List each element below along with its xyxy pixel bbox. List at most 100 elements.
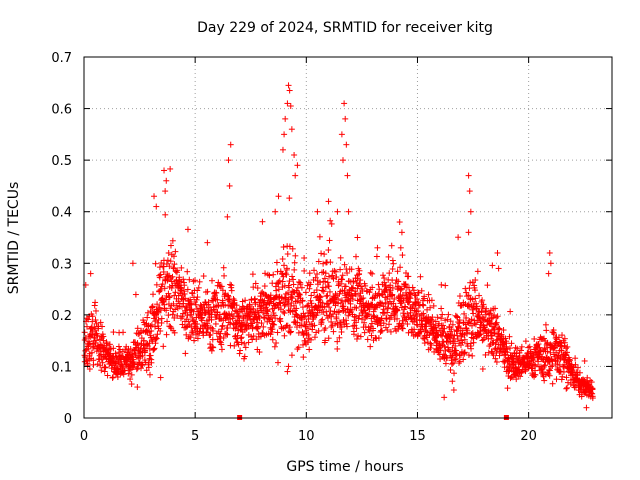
data-point <box>164 276 171 283</box>
data-point <box>170 300 177 307</box>
data-point <box>167 305 174 312</box>
data-point <box>292 252 299 259</box>
data-point <box>167 323 174 330</box>
data-point <box>270 321 277 328</box>
data-point <box>99 323 106 330</box>
data-point <box>318 250 325 257</box>
data-point <box>470 310 477 317</box>
data-point <box>174 312 181 319</box>
data-point <box>388 242 395 249</box>
data-point <box>286 195 293 202</box>
data-point <box>170 264 177 271</box>
data-point <box>179 313 186 320</box>
data-point <box>110 329 117 336</box>
data-point <box>264 271 271 278</box>
data-point <box>100 337 107 344</box>
data-point <box>218 346 225 353</box>
data-point <box>288 126 295 133</box>
data-point <box>163 307 170 314</box>
data-point <box>171 314 178 321</box>
data-point <box>378 327 385 334</box>
data-point <box>188 312 195 319</box>
x-axis-label: GPS time / hours <box>286 459 403 475</box>
data-point <box>282 115 289 122</box>
data-point <box>543 327 550 334</box>
data-point <box>273 259 280 266</box>
data-point <box>338 328 345 335</box>
data-point <box>159 297 166 304</box>
data-point <box>218 341 225 348</box>
data-point <box>91 324 98 331</box>
data-point <box>182 350 189 357</box>
data-point <box>235 313 242 320</box>
data-point <box>300 354 307 361</box>
data-point <box>219 297 226 304</box>
data-point <box>581 357 588 364</box>
data-point <box>185 318 192 325</box>
data-point <box>167 242 174 249</box>
data-point <box>87 270 94 277</box>
data-point <box>156 264 163 271</box>
data-point <box>153 334 160 341</box>
data-point <box>97 362 104 369</box>
data-point <box>169 237 176 244</box>
data-point <box>188 300 195 307</box>
data-point <box>314 270 321 277</box>
data-point <box>319 316 326 323</box>
data-point <box>154 331 161 338</box>
data-point <box>151 193 158 200</box>
data-point <box>522 338 529 345</box>
data-point <box>507 345 514 352</box>
data-point <box>286 87 293 94</box>
y-tick-label: 0.4 <box>51 206 72 221</box>
data-point <box>326 237 333 244</box>
data-point <box>172 289 179 296</box>
data-point <box>233 324 240 331</box>
data-point <box>184 268 191 275</box>
data-point <box>227 321 234 328</box>
data-point <box>275 359 282 366</box>
data-point <box>195 284 202 291</box>
data-point <box>156 274 163 281</box>
data-point <box>92 299 99 306</box>
data-point <box>187 334 194 341</box>
data-point <box>334 208 341 215</box>
data-point <box>181 282 188 289</box>
data-point <box>128 371 135 378</box>
data-point <box>212 320 219 327</box>
axis-ticks: 0 0.1 0.2 0.3 0.4 0.5 0.6 0.7 0 5 10 15 20 <box>51 51 612 444</box>
x-tick-label: 5 <box>191 429 199 444</box>
data-point <box>147 323 154 330</box>
data-point <box>237 347 244 354</box>
data-point <box>438 305 445 312</box>
data-point <box>271 343 278 350</box>
data-point <box>137 365 144 372</box>
data-point <box>469 306 476 313</box>
data-point <box>420 302 427 309</box>
data-point <box>89 313 96 320</box>
data-point <box>380 272 387 279</box>
data-point <box>343 141 350 148</box>
data-point <box>321 251 328 258</box>
data-point <box>179 303 186 310</box>
data-point <box>377 329 384 336</box>
data-point <box>166 263 173 270</box>
data-point <box>364 336 371 343</box>
data-point <box>220 334 227 341</box>
data-point <box>386 270 393 277</box>
data-point <box>152 323 159 330</box>
data-point <box>160 263 167 270</box>
chart-title: Day 229 of 2024, SRMTID for receiver kit… <box>197 20 493 36</box>
data-point <box>184 226 191 233</box>
data-point <box>545 270 552 277</box>
data-point <box>157 307 164 314</box>
data-point <box>279 256 286 263</box>
data-point <box>542 321 549 328</box>
data-point <box>170 253 177 260</box>
data-point <box>218 326 225 333</box>
data-point <box>572 355 579 362</box>
x-tick-label: 15 <box>409 429 426 444</box>
data-point <box>86 340 93 347</box>
data-point <box>125 370 132 377</box>
data-point <box>220 264 227 271</box>
